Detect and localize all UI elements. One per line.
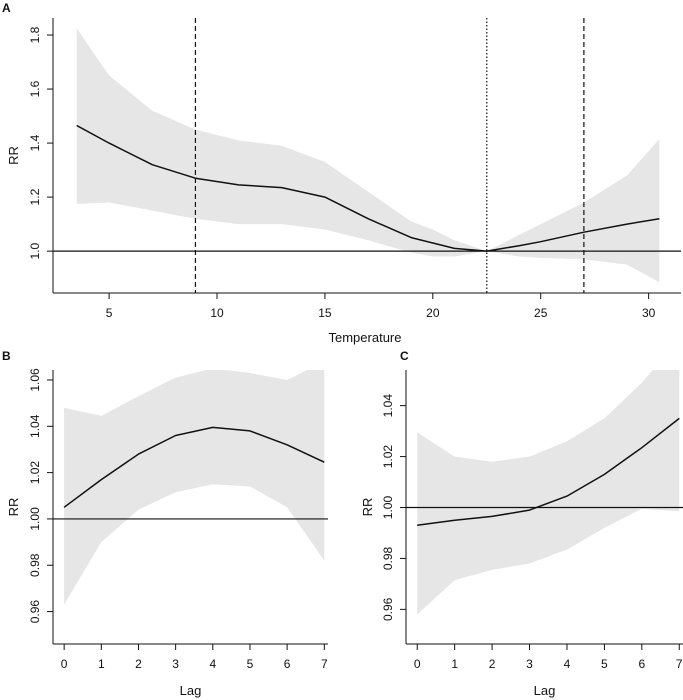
x-axis-label: Lag bbox=[534, 683, 556, 698]
panel-label: A bbox=[2, 1, 11, 15]
y-axis-label: RR bbox=[360, 498, 375, 517]
x-tick-label: 3 bbox=[172, 657, 179, 671]
y-tick-label: 1.02 bbox=[28, 461, 42, 485]
x-tick-label: 6 bbox=[638, 657, 645, 671]
estimate-line bbox=[76, 124, 660, 252]
x-tick-label: 3 bbox=[526, 657, 533, 671]
y-tick-label: 1.04 bbox=[381, 394, 395, 418]
x-tick-label: 4 bbox=[564, 657, 571, 671]
x-tick-label: 2 bbox=[489, 657, 496, 671]
estimate-line bbox=[417, 417, 680, 527]
plot-area bbox=[53, 370, 328, 605]
y-tick-label: 0.96 bbox=[381, 597, 395, 621]
confidence-band bbox=[417, 370, 680, 615]
panel-label: C bbox=[400, 349, 409, 363]
x-axis-label: Temperature bbox=[329, 330, 402, 345]
y-tick-label: 1.00 bbox=[28, 507, 42, 531]
x-tick-label: 0 bbox=[61, 657, 68, 671]
x-tick-label: 30 bbox=[642, 306, 656, 320]
x-tick-label: 15 bbox=[318, 306, 332, 320]
y-tick-label: 1.04 bbox=[28, 414, 42, 438]
x-tick-label: 5 bbox=[601, 657, 608, 671]
panel-b: 0 1 2 3 4 5 6 7 0.96 0.98 1.00 1.02 1.04 1.06 Lag RR B bbox=[2, 349, 328, 698]
panel-a: 5 10 15 20 25 30 1.0 1.2 1.4 1.6 1.8 Temperature RR A bbox=[2, 1, 681, 345]
x-tick-label: 6 bbox=[284, 657, 291, 671]
estimate-line bbox=[63, 426, 325, 508]
x-tick-label: 1 bbox=[451, 657, 458, 671]
plot-area bbox=[53, 18, 681, 293]
y-tick-label: 1.02 bbox=[381, 445, 395, 469]
x-tick-label: 1 bbox=[98, 657, 105, 671]
y-tick-label: 1.2 bbox=[28, 188, 42, 205]
panel-label: B bbox=[2, 349, 11, 363]
y-axis-label: RR bbox=[6, 498, 21, 517]
y-tick-label: 1.6 bbox=[28, 80, 42, 97]
panel-c: 0 1 2 3 4 5 6 7 0.96 0.98 1.00 1.02 1.04 Lag RR C bbox=[360, 349, 683, 698]
x-tick-label: 10 bbox=[210, 306, 224, 320]
x-tick-label: 5 bbox=[106, 306, 113, 320]
y-tick-label: 1.8 bbox=[28, 26, 42, 43]
x-tick-label: 25 bbox=[534, 306, 548, 320]
plot-area bbox=[406, 370, 683, 615]
x-tick-label: 4 bbox=[209, 657, 216, 671]
x-tick-label: 5 bbox=[247, 657, 254, 671]
x-tick-label: 7 bbox=[676, 657, 683, 671]
y-tick-label: 0.98 bbox=[28, 553, 42, 577]
y-tick-label: 1.0 bbox=[28, 242, 42, 259]
confidence-band bbox=[76, 28, 660, 283]
y-axis-label: RR bbox=[6, 146, 21, 165]
y-tick-label: 0.96 bbox=[28, 600, 42, 624]
confidence-band bbox=[64, 370, 325, 605]
y-tick-label: 1.00 bbox=[381, 496, 395, 520]
x-tick-label: 7 bbox=[321, 657, 328, 671]
x-tick-label: 0 bbox=[414, 657, 421, 671]
x-tick-label: 20 bbox=[426, 306, 440, 320]
y-tick-label: 1.4 bbox=[28, 134, 42, 151]
y-tick-label: 1.06 bbox=[28, 368, 42, 392]
x-axis-label: Lag bbox=[180, 683, 202, 698]
x-tick-label: 2 bbox=[135, 657, 142, 671]
y-tick-label: 0.98 bbox=[381, 546, 395, 570]
